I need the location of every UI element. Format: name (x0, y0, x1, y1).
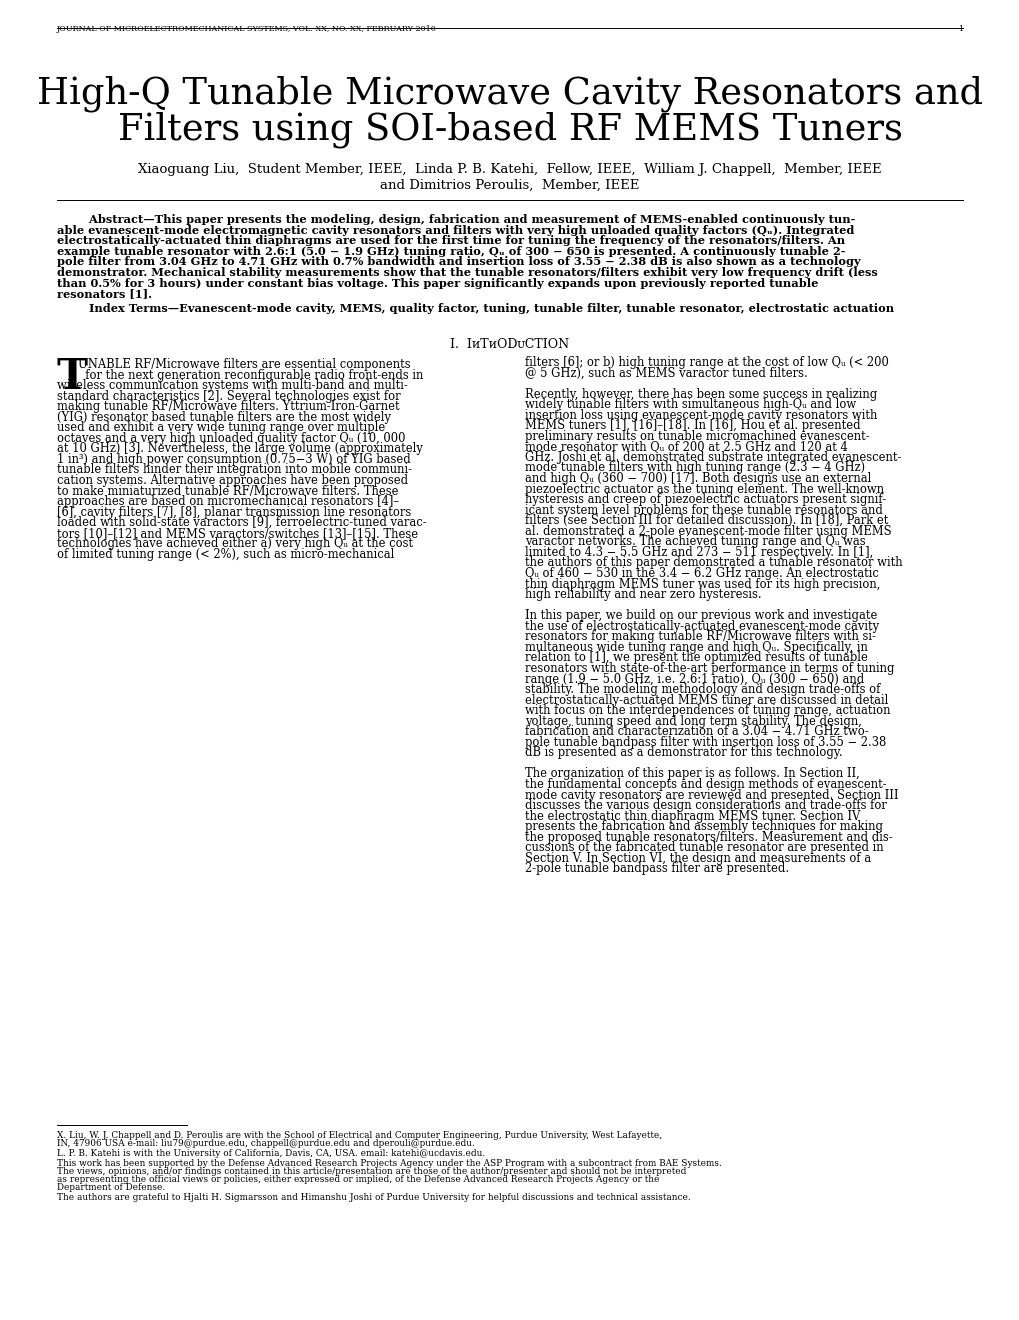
Text: piezoelectric actuator as the tuning element. The well-known: piezoelectric actuator as the tuning ele… (525, 483, 883, 495)
Text: standard characteristics [2]. Several technologies exist for: standard characteristics [2]. Several te… (57, 389, 400, 403)
Text: widely tunable filters with simultaneous high-Qᵤ and low: widely tunable filters with simultaneous… (525, 399, 855, 412)
Text: limited to 4.3 − 5.5 GHz and 273 − 511 respectively. In [1],: limited to 4.3 − 5.5 GHz and 273 − 511 r… (525, 546, 872, 558)
Text: multaneous wide tuning range and high Qᵤ. Specifically, in: multaneous wide tuning range and high Qᵤ… (525, 640, 867, 653)
Text: range (1.9 − 5.0 GHz, i.e. 2.6:1 ratio), Qᵤ (300 − 650) and: range (1.9 − 5.0 GHz, i.e. 2.6:1 ratio),… (525, 672, 863, 685)
Text: as representing the official views or policies, either expressed or implied, of : as representing the official views or po… (57, 1175, 658, 1184)
Text: resonators [1].: resonators [1]. (57, 288, 152, 300)
Text: T: T (57, 356, 88, 399)
Text: voltage, tuning speed and long term stability. The design,: voltage, tuning speed and long term stab… (525, 714, 861, 727)
Text: to make miniaturized tunable RF/Microwave filters. These: to make miniaturized tunable RF/Microwav… (57, 484, 398, 498)
Text: 2-pole tunable bandpass filter are presented.: 2-pole tunable bandpass filter are prese… (525, 862, 789, 875)
Text: Xiaoguang Liu,  Student Member, IEEE,  Linda P. B. Katehi,  Fellow, IEEE,  Willi: Xiaoguang Liu, Student Member, IEEE, Lin… (138, 162, 881, 176)
Text: relation to [1], we present the optimized results of tunable: relation to [1], we present the optimize… (525, 651, 867, 664)
Text: 1 in³) and high power consumption (0.75−3 W) of YIG based: 1 in³) and high power consumption (0.75−… (57, 453, 411, 466)
Text: The organization of this paper is as follows. In Section II,: The organization of this paper is as fol… (525, 767, 859, 780)
Text: than 0.5% for 3 hours) under constant bias voltage. This paper significantly exp: than 0.5% for 3 hours) under constant bi… (57, 277, 817, 289)
Text: filters (see Section III for detailed discussion). In [18], Park et: filters (see Section III for detailed di… (525, 515, 888, 527)
Text: and high Qᵤ (360 − 700) [17]. Both designs use an external: and high Qᵤ (360 − 700) [17]. Both desig… (525, 473, 870, 484)
Text: This work has been supported by the Defense Advanced Research Projects Agency un: This work has been supported by the Defe… (57, 1159, 721, 1168)
Text: for the next generation reconfigurable radio front-ends in: for the next generation reconfigurable r… (77, 368, 423, 381)
Text: MEMS tuners [1], [16]–[18]. In [16], Hou et al. presented: MEMS tuners [1], [16]–[18]. In [16], Hou… (525, 420, 860, 433)
Text: example tunable resonator with 2.6:1 (5.0 − 1.9 GHz) tuning ratio, Qᵤ of 300 − 6: example tunable resonator with 2.6:1 (5.… (57, 246, 845, 257)
Text: pole tunable bandpass filter with insertion loss of 3.55 − 2.38: pole tunable bandpass filter with insert… (525, 735, 886, 748)
Text: mode cavity resonators are reviewed and presented. Section III: mode cavity resonators are reviewed and … (525, 788, 898, 801)
Text: electrostatically-actuated thin diaphragms are used for the first time for tunin: electrostatically-actuated thin diaphrag… (57, 235, 845, 247)
Text: cussions of the fabricated tunable resonator are presented in: cussions of the fabricated tunable reson… (525, 841, 882, 854)
Text: I.  IᴎTᴎODᴜCTION: I. IᴎTᴎODᴜCTION (450, 338, 569, 351)
Text: pole filter from 3.04 GHz to 4.71 GHz with 0.7% bandwidth and insertion loss of : pole filter from 3.04 GHz to 4.71 GHz wi… (57, 256, 860, 268)
Text: preliminary results on tunable micromachined evanescent-: preliminary results on tunable micromach… (525, 430, 869, 442)
Text: approaches are based on micromechanical resonators [4]–: approaches are based on micromechanical … (57, 495, 398, 508)
Text: UNABLE RF/Microwave filters are essential components: UNABLE RF/Microwave filters are essentia… (77, 358, 411, 371)
Text: tunable filters hinder their integration into mobile communi-: tunable filters hinder their integration… (57, 463, 412, 477)
Text: and Dimitrios Peroulis,  Member, IEEE: and Dimitrios Peroulis, Member, IEEE (380, 180, 639, 191)
Text: X. Liu, W. J. Chappell and D. Peroulis are with the School of Electrical and Com: X. Liu, W. J. Chappell and D. Peroulis a… (57, 1131, 661, 1140)
Text: The views, opinions, and/or findings contained in this article/presentation are : The views, opinions, and/or findings con… (57, 1167, 686, 1176)
Text: Department of Defense.: Department of Defense. (57, 1183, 165, 1192)
Text: (YIG) resonator based tunable filters are the most widely: (YIG) resonator based tunable filters ar… (57, 411, 390, 424)
Text: octaves and a very high unloaded quality factor Qᵤ (10, 000: octaves and a very high unloaded quality… (57, 432, 406, 445)
Text: filters [6]; or b) high tuning range at the cost of low Qᵤ (< 200: filters [6]; or b) high tuning range at … (525, 356, 888, 370)
Text: L. P. B. Katehi is with the University of California, Davis, CA, USA. email: kat: L. P. B. Katehi is with the University o… (57, 1148, 485, 1158)
Text: making tunable RF/Microwave filters. Yttrium-Iron-Garnet: making tunable RF/Microwave filters. Ytt… (57, 400, 399, 413)
Text: the authors of this paper demonstrated a tunable resonator with: the authors of this paper demonstrated a… (525, 557, 902, 569)
Text: 1: 1 (957, 25, 962, 33)
Text: Qᵤ of 460 − 530 in the 3.4 − 6.2 GHz range. An electrostatic: Qᵤ of 460 − 530 in the 3.4 − 6.2 GHz ran… (525, 568, 878, 579)
Text: insertion loss using evanescent-mode cavity resonators with: insertion loss using evanescent-mode cav… (525, 409, 876, 422)
Text: able evanescent-mode electromagnetic cavity resonators and filters with very hig: able evanescent-mode electromagnetic cav… (57, 224, 854, 236)
Text: al. demonstrated a 2-pole evanescent-mode filter using MEMS: al. demonstrated a 2-pole evanescent-mod… (525, 525, 891, 537)
Text: JOURNAL OF MICROELECTROMECHANICAL SYSTEMS, VOL. XX, NO. XX, FEBRUARY 2010: JOURNAL OF MICROELECTROMECHANICAL SYSTEM… (57, 25, 436, 33)
Text: In this paper, we build on our previous work and investigate: In this paper, we build on our previous … (525, 610, 876, 622)
Text: dB is presented as a demonstrator for this technology.: dB is presented as a demonstrator for th… (525, 746, 842, 759)
Text: varactor networks. The achieved tuning range and Qᵤ was: varactor networks. The achieved tuning r… (525, 536, 865, 548)
Text: discusses the various design considerations and trade-offs for: discusses the various design considerati… (525, 799, 886, 812)
Text: the electrostatic thin diaphragm MEMS tuner. Section IV: the electrostatic thin diaphragm MEMS tu… (525, 809, 859, 822)
Text: wireless communication systems with multi-band and multi-: wireless communication systems with mult… (57, 379, 408, 392)
Text: tors [10]–[12] and MEMS varactors/switches [13]–[15]. These: tors [10]–[12] and MEMS varactors/switch… (57, 527, 418, 540)
Text: Filters using SOI-based RF MEMS Tuners: Filters using SOI-based RF MEMS Tuners (117, 112, 902, 149)
Text: electrostatically-actuated MEMS tuner are discussed in detail: electrostatically-actuated MEMS tuner ar… (525, 693, 888, 706)
Text: @ 5 GHz), such as MEMS varactor tuned filters.: @ 5 GHz), such as MEMS varactor tuned fi… (525, 367, 807, 380)
Text: Abstract—This paper presents the modeling, design, fabrication and measurement o: Abstract—This paper presents the modelin… (57, 214, 855, 224)
Text: GHz. Joshi et al. demonstrated substrate integrated evanescent-: GHz. Joshi et al. demonstrated substrate… (525, 451, 901, 463)
Text: icant system level problems for these tunable resonators and: icant system level problems for these tu… (525, 504, 882, 516)
Text: cation systems. Alternative approaches have been proposed: cation systems. Alternative approaches h… (57, 474, 408, 487)
Text: technologies have achieved either a) very high Qᵤ at the cost: technologies have achieved either a) ver… (57, 537, 413, 550)
Text: IN, 47906 USA e-mail: liu79@purdue.edu, chappell@purdue.edu and dperouli@purdue.: IN, 47906 USA e-mail: liu79@purdue.edu, … (57, 1139, 475, 1148)
Text: high reliability and near zero hysteresis.: high reliability and near zero hysteresi… (525, 589, 761, 601)
Text: at 10 GHz) [3]. Nevertheless, the large volume (approximately: at 10 GHz) [3]. Nevertheless, the large … (57, 442, 423, 455)
Text: Section V. In Section VI, the design and measurements of a: Section V. In Section VI, the design and… (525, 851, 870, 865)
Text: Recently, however, there has been some success in realizing: Recently, however, there has been some s… (525, 388, 876, 401)
Text: fabrication and characterization of a 3.04 − 4.71 GHz two-: fabrication and characterization of a 3.… (525, 725, 868, 738)
Text: mode resonator with Qᵤ of 200 at 2.5 GHz and 120 at 4: mode resonator with Qᵤ of 200 at 2.5 GHz… (525, 441, 847, 453)
Text: [6], cavity filters [7], [8], planar transmission line resonators: [6], cavity filters [7], [8], planar tra… (57, 506, 411, 519)
Text: demonstrator. Mechanical stability measurements show that the tunable resonators: demonstrator. Mechanical stability measu… (57, 267, 877, 279)
Text: presents the fabrication and assembly techniques for making: presents the fabrication and assembly te… (525, 820, 882, 833)
Text: resonators for making tunable RF/Microwave filters with si-: resonators for making tunable RF/Microwa… (525, 630, 875, 643)
Text: of limited tuning range (< 2%), such as micro-mechanical: of limited tuning range (< 2%), such as … (57, 548, 394, 561)
Text: loaded with solid-state varactors [9], ferroelectric-tuned varac-: loaded with solid-state varactors [9], f… (57, 516, 426, 529)
Text: with focus on the interdependences of tuning range, actuation: with focus on the interdependences of tu… (525, 704, 890, 717)
Text: thin diaphragm MEMS tuner was used for its high precision,: thin diaphragm MEMS tuner was used for i… (525, 578, 879, 590)
Text: mode tunable filters with high tuning range (2.3 − 4 GHz): mode tunable filters with high tuning ra… (525, 462, 864, 474)
Text: stability. The modeling methodology and design trade-offs of: stability. The modeling methodology and … (525, 682, 879, 696)
Text: High-Q Tunable Microwave Cavity Resonators and: High-Q Tunable Microwave Cavity Resonato… (37, 75, 982, 111)
Text: the proposed tunable resonators/filters. Measurement and dis-: the proposed tunable resonators/filters.… (525, 830, 892, 843)
Text: The authors are grateful to Hjalti H. Sigmarsson and Himanshu Joshi of Purdue Un: The authors are grateful to Hjalti H. Si… (57, 1193, 690, 1203)
Text: resonators with state-of-the-art performance in terms of tuning: resonators with state-of-the-art perform… (525, 661, 894, 675)
Text: used and exhibit a very wide tuning range over multiple: used and exhibit a very wide tuning rang… (57, 421, 385, 434)
Text: hysteresis and creep of piezoelectric actuators present signif-: hysteresis and creep of piezoelectric ac… (525, 494, 886, 506)
Text: Index Terms—Evanescent-mode cavity, MEMS, quality factor, tuning, tunable filter: Index Terms—Evanescent-mode cavity, MEMS… (57, 302, 894, 314)
Text: the fundamental concepts and design methods of evanescent-: the fundamental concepts and design meth… (525, 777, 886, 791)
Text: the use of electrostatically-actuated evanescent-mode cavity: the use of electrostatically-actuated ev… (525, 620, 878, 632)
